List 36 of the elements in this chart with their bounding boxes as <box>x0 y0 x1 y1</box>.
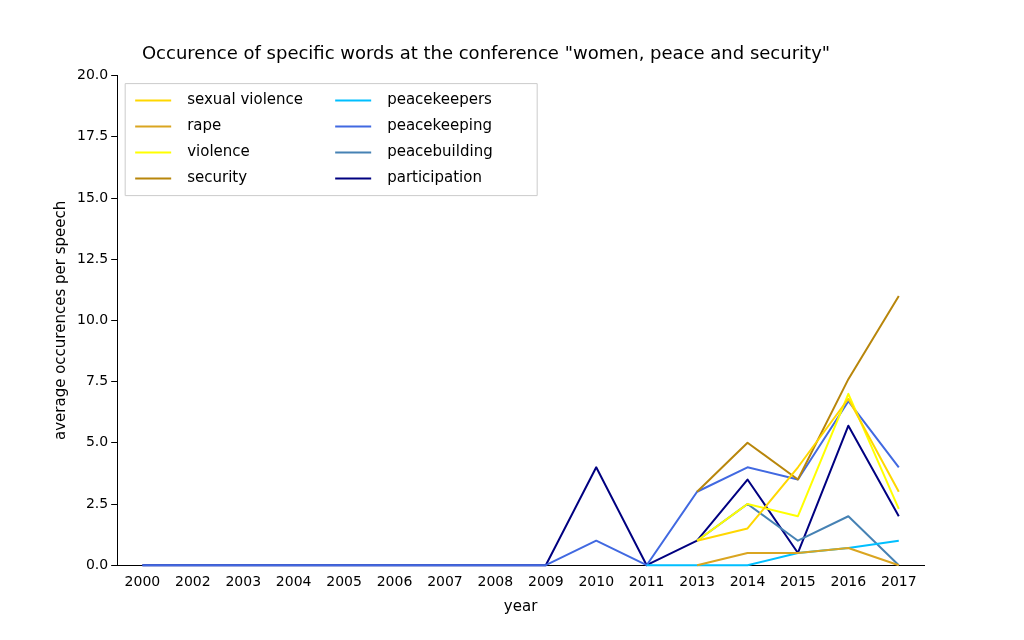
y-tick-label: 5.0 <box>85 433 109 450</box>
x-tick-label: 2015 <box>780 573 816 590</box>
y-tick-label: 0.0 <box>85 555 109 572</box>
x-tick-label: 2016 <box>830 573 867 590</box>
x-tick-label: 2009 <box>527 573 564 590</box>
x-axis-title: year <box>503 596 539 615</box>
y-tick-label: 17.5 <box>77 127 109 144</box>
y-tick-label: 2.5 <box>85 494 109 511</box>
x-tick-label: 2014 <box>729 573 766 590</box>
y-tick-label: 10.0 <box>77 311 109 328</box>
x-tick-label: 2000 <box>124 573 161 590</box>
legend-label: rape <box>187 116 222 135</box>
legend-label: peacebuilding <box>387 142 493 161</box>
x-tick-label: 2017 <box>880 573 917 590</box>
legend-label: violence <box>187 142 250 161</box>
y-axis-title: average occurences per speech <box>50 200 69 441</box>
x-tick-label: 2013 <box>679 573 715 590</box>
x-tick-label: 2003 <box>225 573 262 590</box>
x-tick-label: 2004 <box>275 573 312 590</box>
legend-label: sexual violence <box>187 90 304 109</box>
x-tick-label: 2008 <box>477 573 514 590</box>
x-tick-label: 2010 <box>578 573 615 590</box>
y-tick-label: 20.0 <box>77 66 109 83</box>
legend-label: participation <box>387 168 482 187</box>
legend-label: peacekeeping <box>387 116 492 135</box>
legend-label: peacekeepers <box>387 90 493 109</box>
y-tick-label: 15.0 <box>77 188 109 205</box>
x-tick-label: 2002 <box>174 573 211 590</box>
x-tick-label: 2006 <box>376 573 413 590</box>
chart-title: Occurence of specific words at the conference "women, peace and security" <box>141 42 831 64</box>
x-tick-label: 2005 <box>326 573 362 590</box>
y-tick-label: 12.5 <box>77 249 109 266</box>
x-tick-label: 2011 <box>628 573 665 590</box>
y-tick-label: 7.5 <box>85 372 109 389</box>
x-tick-label: 2007 <box>427 573 463 590</box>
legend-label: security <box>187 168 248 187</box>
